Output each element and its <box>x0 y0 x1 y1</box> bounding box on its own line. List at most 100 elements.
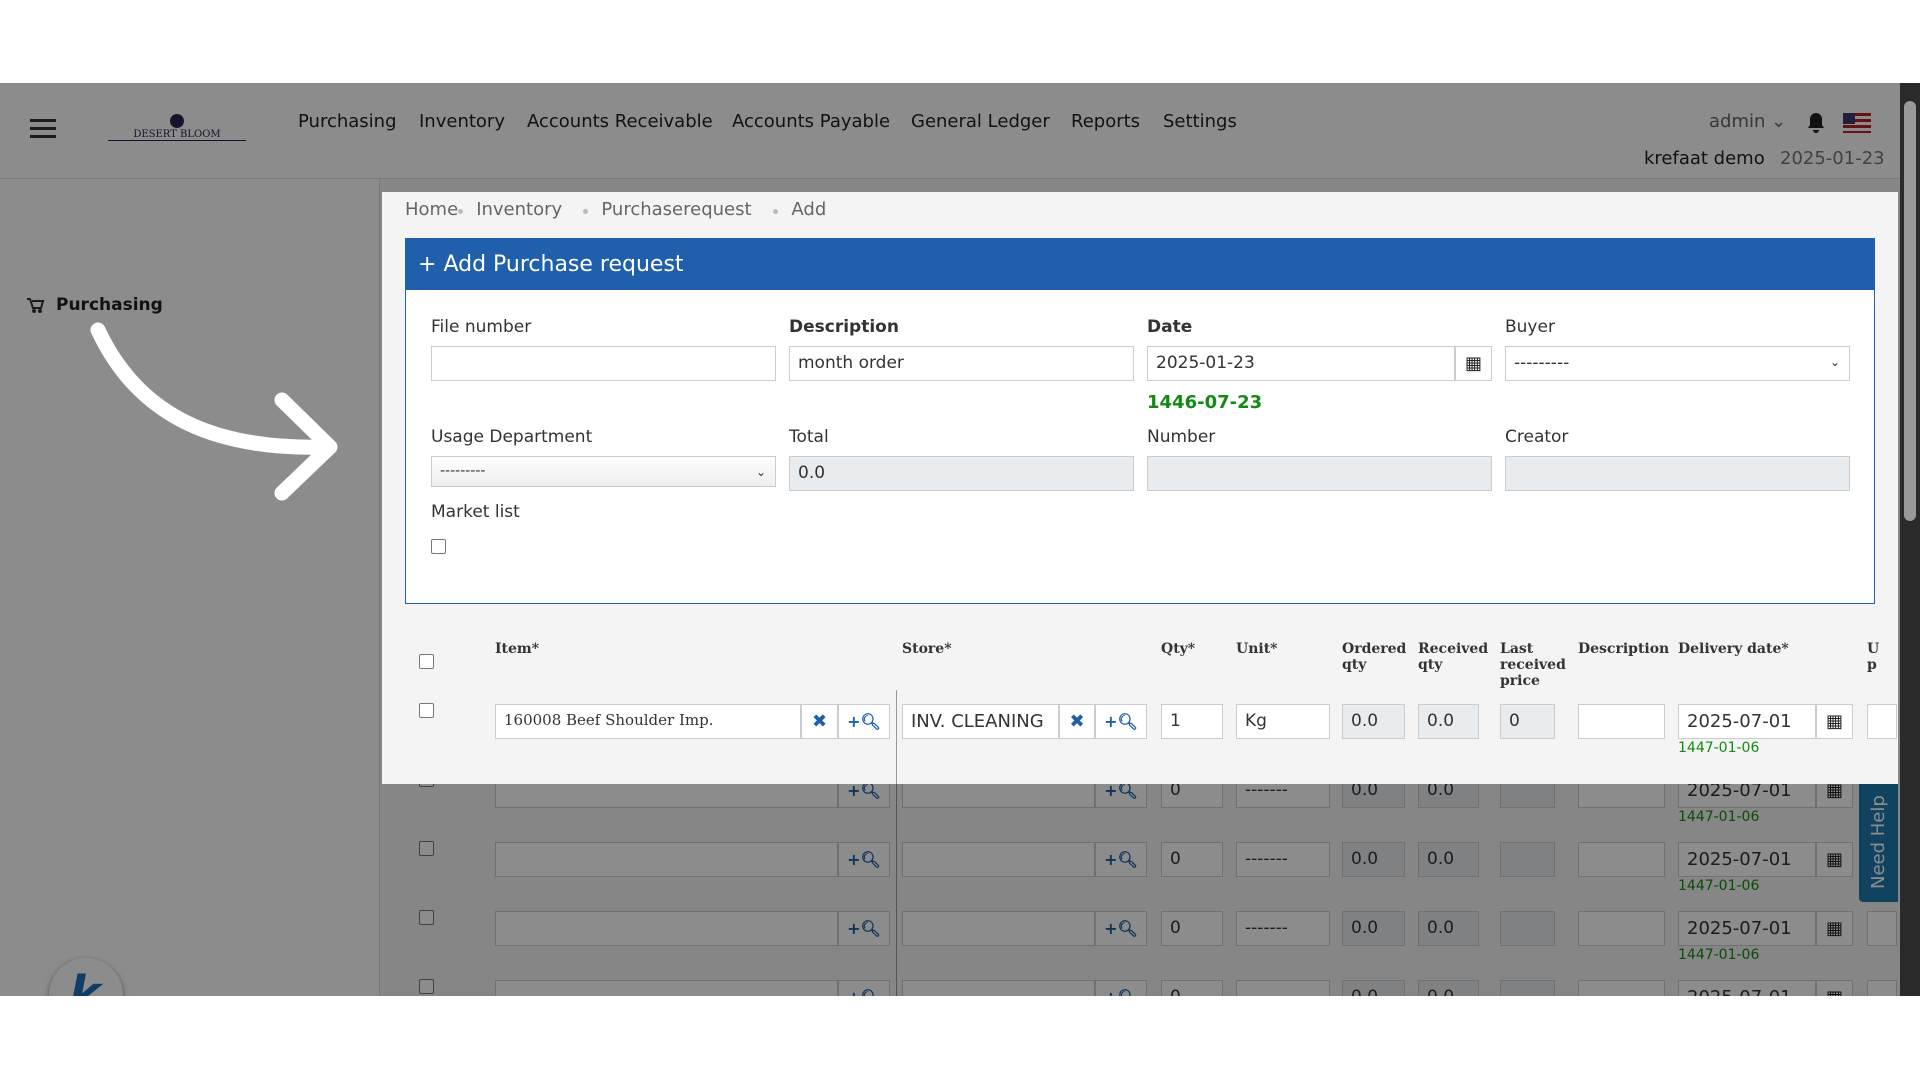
menu-item[interactable]: Accounts Receivable <box>527 111 713 132</box>
add-search-button[interactable]: +🔍︎ <box>838 842 890 877</box>
select[interactable]: --------- <box>431 456 776 487</box>
add-search-button[interactable]: +🔍︎ <box>838 980 890 996</box>
description-input[interactable] <box>1578 704 1665 739</box>
column-header: Unit* <box>1236 641 1278 657</box>
calendar-button[interactable]: ▦ <box>1816 980 1853 996</box>
calendar-button[interactable]: ▦ <box>1816 911 1853 946</box>
field-label: Date <box>1147 317 1193 337</box>
store-input[interactable] <box>902 842 1095 877</box>
select-all[interactable] <box>419 654 434 669</box>
unit-select[interactable]: ------- <box>1236 911 1330 946</box>
unit-select[interactable]: ------- <box>1236 842 1330 877</box>
row-checkbox[interactable] <box>419 703 434 718</box>
clear-button[interactable]: ✖ <box>801 704 838 739</box>
ordered-qty: 0.0 <box>1342 980 1405 996</box>
add-search-button[interactable]: +🔍︎ <box>838 911 890 946</box>
field-label: Total <box>789 427 829 447</box>
text-input[interactable]: 2025-01-23 <box>1147 346 1455 381</box>
unit-price[interactable] <box>1867 980 1897 996</box>
add-search-button[interactable]: +🔍︎ <box>1095 704 1147 739</box>
received-qty: 0.0 <box>1418 842 1479 877</box>
logo[interactable]: DESERT BLOOM <box>108 113 246 147</box>
store-input[interactable] <box>902 911 1095 946</box>
received-qty: 0.0 <box>1418 980 1479 996</box>
add-search-button[interactable]: +🔍︎ <box>1095 980 1147 996</box>
notifications[interactable] <box>1806 111 1826 133</box>
item-input[interactable] <box>495 842 838 877</box>
form-title: Add Purchase request <box>443 252 684 277</box>
menu-toggle[interactable] <box>30 119 56 139</box>
delivery-date[interactable]: 2025-07-01 <box>1678 911 1816 946</box>
calendar-button[interactable]: ▦ <box>1816 704 1853 739</box>
description-input[interactable] <box>1578 911 1665 946</box>
store-input[interactable]: INV. CLEANING <box>902 704 1059 739</box>
checkbox[interactable] <box>431 539 446 554</box>
delivery-date[interactable]: 2025-07-01 <box>1678 842 1816 877</box>
sidebar-item[interactable]: Purchasing <box>56 295 163 315</box>
breadcrumb-item: Add <box>791 199 827 220</box>
clear-button[interactable]: ✖ <box>1059 704 1095 739</box>
dropdown-arrow: ⌄ <box>756 465 767 479</box>
add-search-button[interactable]: +🔍︎ <box>1095 842 1147 877</box>
text-input[interactable] <box>431 346 776 381</box>
delivery-date[interactable]: 2025-07-01 <box>1678 980 1816 996</box>
scrollbar[interactable] <box>1900 83 1920 996</box>
language-flag[interactable] <box>1843 113 1871 133</box>
add-search-button[interactable]: +🔍︎ <box>838 704 890 739</box>
qty-input[interactable]: 0 <box>1161 911 1223 946</box>
unit-select[interactable]: Kg <box>1236 704 1330 739</box>
qty-input[interactable]: 0 <box>1161 980 1223 996</box>
hijri-date: 1447-01-06 <box>1678 740 1760 756</box>
logo-text: DESERT BLOOM <box>108 129 246 141</box>
user-name: admin <box>1709 111 1766 132</box>
menu-item[interactable]: Reports <box>1071 111 1141 132</box>
field-label: Market list <box>431 502 520 522</box>
item-input[interactable] <box>495 911 838 946</box>
menu-item[interactable]: Inventory <box>419 111 505 132</box>
select[interactable]: --------- <box>1505 346 1850 381</box>
field-label: Buyer <box>1505 317 1555 337</box>
store-input[interactable] <box>902 980 1095 996</box>
user-menu[interactable]: admin ⌄ <box>1709 111 1787 132</box>
menu-item[interactable]: General Ledger <box>911 111 1050 132</box>
qty-input[interactable]: 0 <box>1161 842 1223 877</box>
description-input[interactable] <box>1578 980 1665 996</box>
column-header: U p <box>1867 641 1879 673</box>
row-checkbox[interactable] <box>419 910 434 925</box>
breadcrumb-item[interactable]: Purchaserequest <box>601 199 752 220</box>
last-price <box>1500 980 1555 996</box>
column-header: Ordered qty <box>1342 641 1407 673</box>
row-checkbox[interactable] <box>419 841 434 856</box>
header: DESERT BLOOM Purchasing Inventory Accounts… <box>0 83 1900 179</box>
column-header: Item* <box>495 641 540 657</box>
qty-input[interactable]: 1 <box>1161 704 1223 739</box>
separator <box>458 209 464 214</box>
field-label: Creator <box>1505 427 1569 447</box>
row-checkbox[interactable] <box>419 979 434 994</box>
add-search-button[interactable]: +🔍︎ <box>1095 911 1147 946</box>
field-label: File number <box>431 317 532 337</box>
hijri-date: 1447-01-06 <box>1678 809 1760 825</box>
text-input: 0.0 <box>789 456 1134 491</box>
calendar-button[interactable]: ▦ <box>1816 842 1853 877</box>
menu-item[interactable]: Settings <box>1163 111 1237 132</box>
received-qty: 0.0 <box>1418 911 1479 946</box>
column-header: Delivery date* <box>1678 641 1789 657</box>
item-input[interactable]: 160008 Beef Shoulder Imp. <box>495 704 801 739</box>
delivery-date[interactable]: 2025-07-01 <box>1678 704 1816 739</box>
description-input[interactable] <box>1578 842 1665 877</box>
column-divider <box>896 673 897 996</box>
breadcrumb-item[interactable]: Inventory <box>476 199 563 220</box>
text-input[interactable]: month order <box>789 346 1134 381</box>
unit-select[interactable]: ------- <box>1236 980 1330 996</box>
unit-price[interactable] <box>1867 704 1897 739</box>
unit-price[interactable] <box>1867 911 1897 946</box>
dropdown-arrow: ⌄ <box>1830 355 1841 369</box>
calendar-button[interactable]: ▦ <box>1455 346 1492 381</box>
field-label: Number <box>1147 427 1216 447</box>
menu-item[interactable]: Purchasing <box>298 111 397 132</box>
item-input[interactable] <box>495 980 838 996</box>
breadcrumb-item[interactable]: Home <box>405 199 459 220</box>
menu-item[interactable]: Accounts Payable <box>732 111 891 132</box>
